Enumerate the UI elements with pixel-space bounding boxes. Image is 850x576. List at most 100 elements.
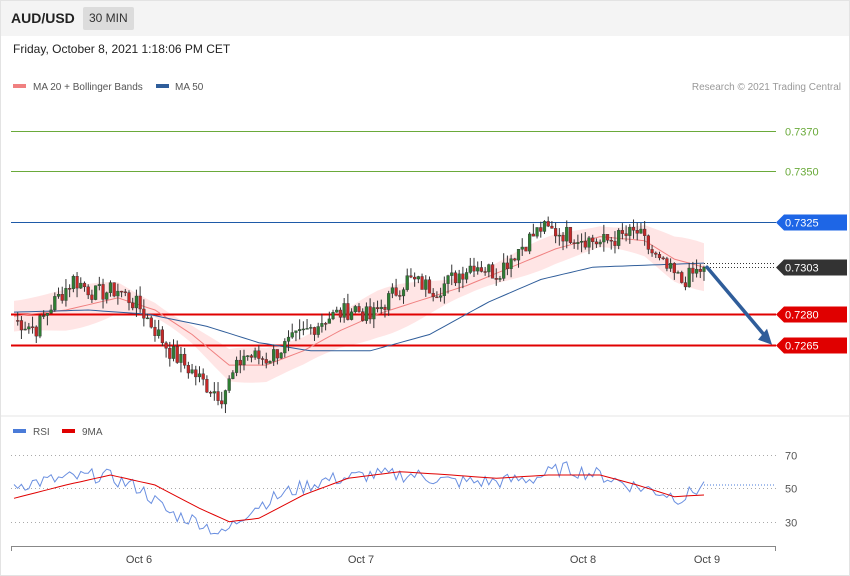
forecast-arrow [705, 265, 766, 337]
candle [472, 257, 476, 277]
candle [579, 233, 584, 253]
candle [442, 276, 446, 304]
rsi-tick-70: 70 [785, 451, 797, 463]
candle [56, 287, 61, 299]
level-label-0-7370: 0.7370 [785, 127, 819, 139]
candle [312, 326, 317, 342]
candle [413, 272, 417, 287]
candle [602, 224, 606, 252]
candle [561, 232, 565, 251]
candle [238, 350, 242, 374]
candle [676, 270, 680, 274]
candle [19, 315, 24, 340]
candle [234, 356, 239, 377]
candle [227, 375, 231, 394]
candle [331, 309, 335, 321]
level-label: 0.7265 [785, 341, 819, 353]
legend-label-9ma: 9MA [82, 427, 103, 438]
candle [190, 363, 194, 375]
candle [494, 268, 498, 286]
candle [609, 236, 613, 250]
candle [587, 236, 591, 255]
legend-swatch-ma20 [13, 84, 26, 88]
candle [490, 262, 495, 279]
candle [502, 253, 506, 281]
candle [298, 319, 302, 340]
candle [257, 345, 261, 365]
candle [591, 234, 595, 250]
legend-label-ma50: MA 50 [175, 82, 204, 93]
candle [249, 354, 254, 363]
candle [71, 274, 75, 293]
candle [691, 261, 695, 282]
candle [702, 265, 706, 281]
candle [387, 290, 391, 316]
candle [138, 286, 142, 313]
forecast-arrow-head [758, 328, 772, 345]
legend-swatch-rsi [13, 429, 26, 433]
candle [268, 360, 272, 364]
x-tick-label: Oct 9 [694, 554, 720, 566]
candle [379, 299, 383, 314]
candle [661, 256, 665, 261]
candle [60, 286, 64, 304]
candle [194, 365, 198, 386]
candle [617, 228, 621, 250]
candle [375, 300, 380, 313]
candle [127, 290, 131, 311]
candle [149, 315, 153, 329]
candle [290, 323, 294, 339]
candle [123, 288, 127, 297]
candle [338, 307, 343, 323]
candle [316, 322, 320, 338]
candle [457, 269, 461, 293]
candle [509, 254, 513, 278]
candle [483, 266, 487, 276]
level-label-0-7350: 0.7350 [785, 167, 819, 179]
candle [639, 223, 643, 234]
candle [324, 321, 328, 331]
candle [34, 325, 38, 344]
candle [301, 321, 305, 336]
candle [186, 361, 190, 379]
candle [461, 266, 465, 289]
candle [420, 273, 424, 290]
candle [342, 298, 346, 323]
candle [546, 216, 550, 228]
candle [372, 302, 376, 329]
candle [468, 257, 472, 275]
candle [209, 390, 213, 397]
candle [16, 312, 20, 326]
rsi-9ma-line [13, 471, 705, 523]
candle [487, 263, 491, 278]
candle [164, 341, 168, 358]
timeframe-badge[interactable]: 30 MIN [83, 7, 134, 30]
candle [665, 256, 669, 272]
candle [175, 340, 179, 364]
candle [157, 319, 161, 339]
candle [479, 261, 484, 273]
candle [320, 313, 324, 333]
candle [687, 262, 691, 288]
candle [620, 223, 624, 240]
level-label: 0.7303 [785, 263, 819, 275]
candle [683, 276, 688, 291]
candle [516, 249, 521, 268]
candle [498, 275, 502, 282]
candle [650, 244, 654, 257]
candle [116, 283, 120, 305]
candle [223, 389, 228, 414]
candle [409, 268, 413, 279]
candle [283, 338, 287, 358]
candle [205, 375, 209, 394]
candle [27, 322, 31, 334]
candle [635, 222, 639, 241]
candle [628, 224, 632, 244]
candle [23, 321, 27, 331]
candle [464, 268, 469, 284]
candle [416, 275, 420, 284]
candle [657, 251, 662, 261]
candle [168, 341, 172, 367]
chart-datetime: Friday, October 8, 2021 1:18:06 PM CET [13, 42, 231, 56]
top-bar [1, 1, 849, 36]
